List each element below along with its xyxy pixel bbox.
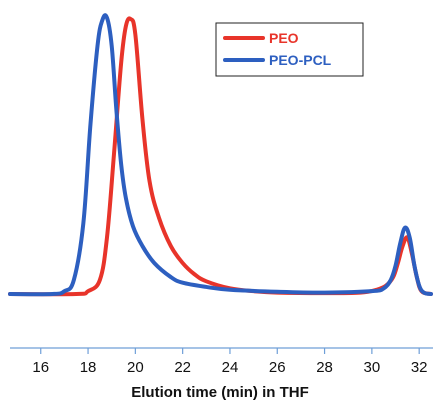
- x-tick-layer: 16 18 20 22 24 26 28 30 32: [32, 348, 428, 376]
- series-line-peo-pcl: [8, 13, 433, 297]
- series-layer: [8, 13, 433, 297]
- x-tick-label: 16: [32, 359, 49, 376]
- x-tick-label: 24: [222, 359, 239, 376]
- x-tick-label: 22: [174, 359, 191, 376]
- legend: PEO PEO-PCL: [215, 22, 364, 77]
- x-tick-label: 18: [80, 359, 97, 376]
- x-tick-label: 20: [127, 359, 144, 376]
- x-tick-label: 28: [316, 359, 333, 376]
- legend-box: [215, 22, 364, 77]
- x-tick-label: 32: [411, 359, 428, 376]
- series-line-peo: [8, 16, 433, 297]
- x-tick-label: 30: [364, 359, 381, 376]
- legend-label-peo: PEO: [269, 30, 299, 46]
- x-tick-label: 26: [269, 359, 286, 376]
- legend-label-peo-pcl: PEO-PCL: [269, 52, 332, 68]
- x-axis-title: Elution time (min) in THF: [131, 384, 308, 401]
